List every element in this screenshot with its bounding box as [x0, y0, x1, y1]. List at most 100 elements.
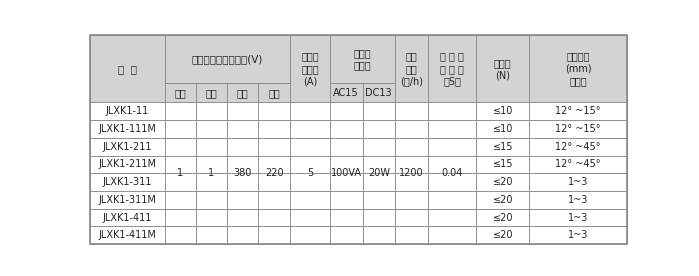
- Text: 动作行程
(mm)
或角度: 动作行程 (mm) 或角度: [565, 52, 591, 86]
- Bar: [290, 156, 330, 173]
- Bar: [258, 173, 290, 191]
- Bar: [330, 209, 363, 226]
- Bar: [258, 120, 290, 138]
- Bar: [477, 191, 529, 209]
- Text: 1: 1: [208, 168, 215, 178]
- Bar: [395, 191, 428, 209]
- Bar: [428, 35, 477, 102]
- Text: 常开: 常开: [175, 88, 186, 98]
- Bar: [227, 191, 258, 209]
- Text: ≤20: ≤20: [493, 230, 513, 240]
- Bar: [227, 138, 258, 156]
- Text: 12° ~45°: 12° ~45°: [555, 142, 600, 152]
- Bar: [363, 209, 395, 226]
- Bar: [89, 120, 165, 138]
- Bar: [258, 83, 290, 102]
- Bar: [363, 173, 395, 191]
- Bar: [290, 173, 330, 191]
- Text: 0.04: 0.04: [442, 168, 463, 178]
- Bar: [227, 120, 258, 138]
- Text: 型  号: 型 号: [118, 64, 137, 74]
- Bar: [529, 35, 627, 102]
- Text: 1200: 1200: [399, 168, 424, 178]
- Bar: [477, 35, 529, 102]
- Bar: [363, 138, 395, 156]
- Bar: [395, 173, 428, 191]
- Bar: [529, 120, 627, 138]
- Text: 380: 380: [233, 168, 252, 178]
- Text: 12° ~45°: 12° ~45°: [555, 160, 600, 169]
- Bar: [290, 226, 330, 244]
- Bar: [227, 83, 258, 102]
- Bar: [477, 120, 529, 138]
- Text: 5: 5: [307, 168, 313, 178]
- Bar: [363, 191, 395, 209]
- Bar: [363, 226, 395, 244]
- Bar: [529, 209, 627, 226]
- Text: JLXK1-311: JLXK1-311: [103, 177, 152, 187]
- Bar: [395, 209, 428, 226]
- Bar: [89, 209, 165, 226]
- Bar: [196, 83, 227, 102]
- Text: JLXK1-111M: JLXK1-111M: [99, 124, 156, 134]
- Text: JLXK1-411: JLXK1-411: [103, 213, 152, 222]
- Bar: [395, 226, 428, 244]
- Bar: [529, 156, 627, 173]
- Bar: [330, 156, 363, 173]
- Bar: [165, 191, 196, 209]
- Text: 220: 220: [265, 168, 284, 178]
- Bar: [330, 83, 363, 102]
- Text: 常闭: 常闭: [206, 88, 217, 98]
- Bar: [395, 120, 428, 138]
- Bar: [227, 102, 258, 120]
- Text: 动作力
(N): 动作力 (N): [494, 58, 512, 80]
- Bar: [89, 191, 165, 209]
- Text: 20W: 20W: [368, 168, 390, 178]
- Bar: [227, 173, 258, 191]
- Text: 1~3: 1~3: [568, 230, 588, 240]
- Bar: [529, 226, 627, 244]
- Text: 1: 1: [178, 168, 183, 178]
- Bar: [196, 226, 227, 244]
- Bar: [529, 191, 627, 209]
- Text: JLXK1-11: JLXK1-11: [106, 106, 149, 116]
- Text: 1~3: 1~3: [568, 195, 588, 205]
- Bar: [258, 191, 290, 209]
- Bar: [227, 209, 258, 226]
- Bar: [290, 191, 330, 209]
- Bar: [290, 102, 330, 120]
- Bar: [477, 138, 529, 156]
- Bar: [227, 156, 258, 173]
- Bar: [196, 138, 227, 156]
- Text: 1~3: 1~3: [568, 213, 588, 222]
- Text: 触头数量及额定电压(V): 触头数量及额定电压(V): [192, 54, 264, 64]
- Bar: [89, 226, 165, 244]
- Bar: [89, 156, 165, 173]
- Bar: [529, 102, 627, 120]
- Bar: [89, 102, 165, 120]
- Bar: [363, 156, 395, 173]
- Bar: [529, 138, 627, 156]
- Text: 12° ~15°: 12° ~15°: [555, 124, 600, 134]
- Bar: [363, 120, 395, 138]
- Bar: [258, 138, 290, 156]
- Text: ≤20: ≤20: [493, 213, 513, 222]
- Text: AC15: AC15: [333, 88, 359, 98]
- Text: ≤10: ≤10: [493, 124, 513, 134]
- Bar: [258, 156, 290, 173]
- Bar: [395, 102, 428, 120]
- Bar: [165, 226, 196, 244]
- Bar: [428, 156, 477, 173]
- Bar: [330, 120, 363, 138]
- Bar: [196, 191, 227, 209]
- Bar: [196, 209, 227, 226]
- Bar: [196, 156, 227, 173]
- Bar: [363, 83, 395, 102]
- Bar: [395, 156, 428, 173]
- Bar: [227, 226, 258, 244]
- Bar: [258, 102, 290, 120]
- Bar: [428, 191, 477, 209]
- Text: 直流: 直流: [268, 88, 280, 98]
- Text: ≤15: ≤15: [493, 160, 513, 169]
- Bar: [165, 120, 196, 138]
